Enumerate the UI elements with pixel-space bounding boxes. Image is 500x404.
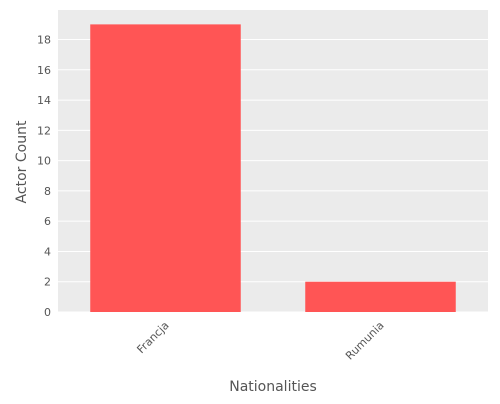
x-tick-label: Rumunia xyxy=(343,319,387,363)
x-axis-label: Nationalities xyxy=(229,379,317,395)
y-tick-label: 12 xyxy=(37,124,51,137)
y-tick-label: 0 xyxy=(44,306,51,319)
y-tick-label: 10 xyxy=(37,155,51,168)
y-tick-label: 4 xyxy=(44,245,51,258)
y-tick-label: 14 xyxy=(37,94,51,107)
y-tick-label: 8 xyxy=(44,185,51,198)
bar-francja xyxy=(90,24,241,313)
y-tick-labels: 0 2 4 6 8 10 12 14 16 18 xyxy=(37,34,51,319)
bars xyxy=(90,24,456,313)
x-tick-label: Francja xyxy=(134,319,171,356)
y-axis-label: Actor Count xyxy=(14,120,30,203)
y-tick-label: 16 xyxy=(37,64,51,77)
bar-rumunia xyxy=(305,281,456,312)
x-tick-labels: Francja Rumunia xyxy=(134,319,386,363)
y-tick-label: 6 xyxy=(44,215,51,228)
y-tick-label: 2 xyxy=(44,276,51,289)
y-tick-label: 18 xyxy=(37,34,51,47)
